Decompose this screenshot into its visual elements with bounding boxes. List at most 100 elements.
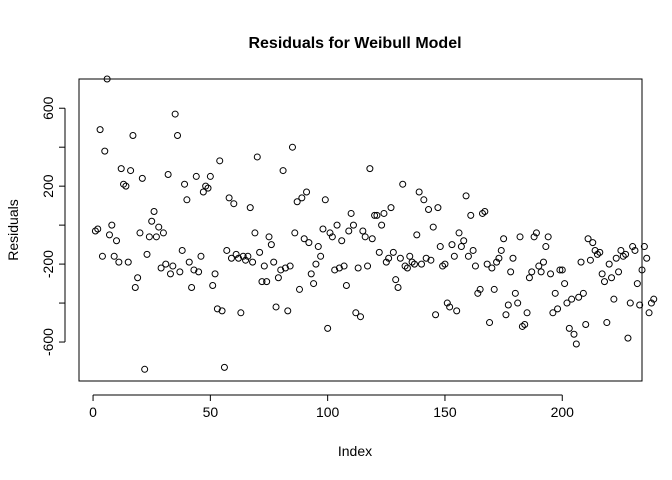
data-point [516,233,524,241]
data-point [152,233,160,241]
data-point [366,165,374,173]
data-point [415,188,423,196]
data-point [544,233,552,241]
data-point [446,303,454,311]
data-point [110,252,118,260]
data-point [500,235,508,243]
data-point [624,334,632,342]
data-point [188,283,196,291]
data-point [220,363,228,371]
data-point [457,243,465,251]
data-point [617,246,625,254]
data-point [331,266,339,274]
data-point [532,229,540,237]
data-point [570,330,578,338]
data-point [265,233,273,241]
data-point [610,295,618,303]
data-point [422,254,430,262]
data-point [134,274,142,282]
data-point [509,254,517,262]
data-point [230,200,238,208]
data-point [91,227,99,235]
data-point [612,254,620,262]
data-point [535,262,543,270]
data-point [206,172,214,180]
data-point [488,264,496,272]
data-point [507,268,515,276]
data-point [335,264,343,272]
data-point [453,307,461,315]
data-point [286,262,294,270]
data-point [629,243,637,251]
data-point [490,285,498,293]
data-point [258,278,266,286]
data-point [514,299,522,307]
data-point [476,285,484,293]
data-point [166,270,174,278]
data-point [105,231,113,239]
data-point [274,274,282,282]
data-point [464,252,472,260]
data-point [197,252,205,260]
data-point [483,260,491,268]
data-point [497,246,505,254]
data-point [650,295,658,303]
data-point [502,311,510,319]
data-point [115,258,123,266]
data-point [401,262,409,270]
data-point [256,248,264,256]
data-point [317,252,325,260]
data-point [439,262,447,270]
x-tick-label: 0 [89,404,97,420]
data-point [455,229,463,237]
data-point [303,188,311,196]
data-point [354,264,362,272]
data-point [371,211,379,219]
data-point [192,172,200,180]
data-point [169,262,177,270]
data-point [448,241,456,249]
data-point [382,258,390,266]
data-point [643,254,651,262]
x-tick-label: 100 [316,404,340,420]
data-point [586,256,594,264]
data-point [284,307,292,315]
data-point [542,243,550,251]
data-point [291,229,299,237]
data-point [631,246,639,254]
data-point [270,258,278,266]
data-point [572,340,580,348]
data-point [235,254,243,262]
data-point [277,266,285,274]
data-point [98,252,106,260]
data-point [190,266,198,274]
data-point [345,227,353,235]
data-point [251,229,259,237]
data-point [591,246,599,254]
data-point [436,243,444,251]
data-point [349,221,357,229]
data-point [481,207,489,215]
data-point [211,270,219,278]
data-point [120,180,128,188]
data-point [478,209,486,217]
data-point [486,319,494,327]
data-point [141,365,149,373]
data-point [603,319,611,327]
data-point [568,295,576,303]
data-point [640,243,648,251]
data-point [281,264,289,272]
data-point [549,309,557,317]
data-point [127,167,135,175]
data-point [525,274,533,282]
data-point [218,307,226,315]
data-point [328,233,336,241]
data-point [554,305,562,313]
data-point [293,198,301,206]
data-point [108,221,116,229]
data-point [518,322,526,330]
data-point [413,231,421,239]
data-point [589,239,597,247]
data-point [300,235,308,243]
data-point [561,280,569,288]
